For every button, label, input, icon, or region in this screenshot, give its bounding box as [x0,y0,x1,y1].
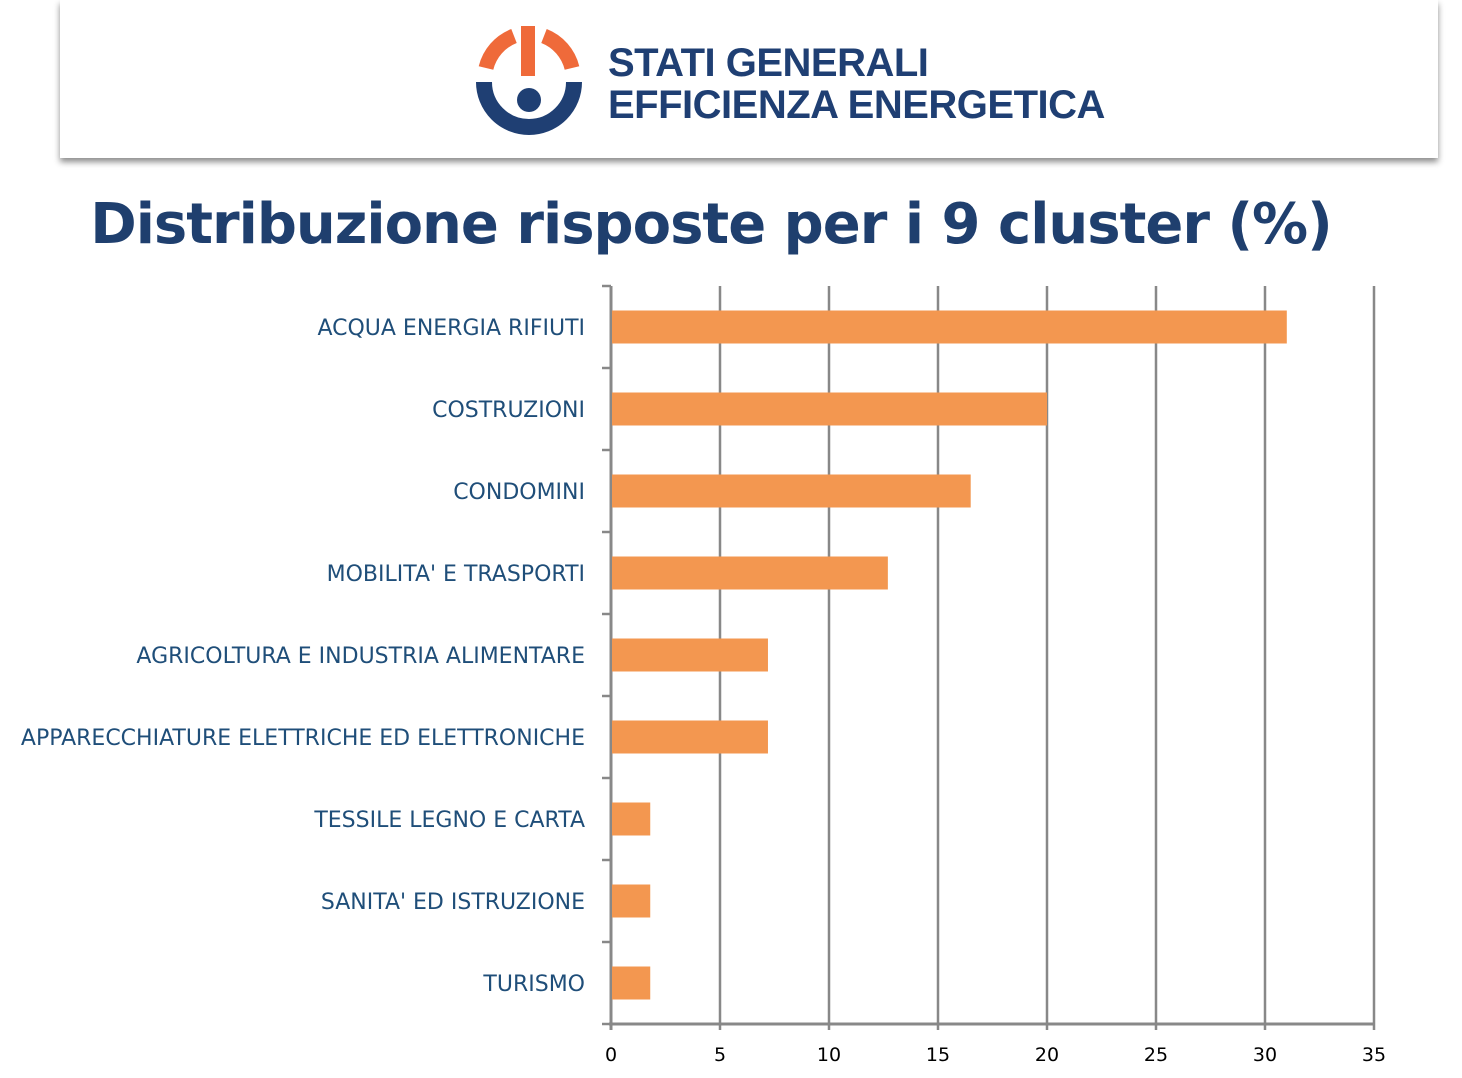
category-label: MOBILITA' E TRASPORTI [327,562,585,587]
bar [612,392,1047,426]
category-label: TURISMO [482,972,585,997]
header-banner: STATI GENERALI EFFICIENZA ENERGETICA [60,0,1438,158]
chart-title: Distribuzione risposte per i 9 cluster (… [90,192,1333,257]
x-tick-label: 5 [714,1044,726,1066]
x-tick-label: 20 [1035,1044,1059,1066]
brand-name: STATI GENERALI EFFICIENZA ENERGETICA [608,42,1105,126]
bar [612,802,651,836]
category-label: COSTRUZIONI [432,398,585,423]
bar [612,966,651,1000]
bar [612,556,888,590]
x-tick-label: 10 [817,1044,841,1066]
x-tick-label: 0 [605,1044,617,1066]
category-label: SANITA' ED ISTRUZIONE [321,890,585,915]
category-label: AGRICOLTURA E INDUSTRIA ALIMENTARE [136,644,585,669]
bar [612,638,768,672]
category-label: ACQUA ENERGIA RIFIUTI [317,316,585,341]
bar [612,720,768,754]
bar [612,884,651,918]
brand-line2: EFFICIENZA ENERGETICA [608,83,1105,127]
category-label: CONDOMINI [453,480,585,505]
logo-icon [476,26,582,135]
bar [612,310,1287,344]
category-label: TESSILE LEGNO E CARTA [313,808,585,833]
x-tick-label: 15 [926,1044,950,1066]
bar [612,474,971,508]
x-tick-label: 30 [1253,1044,1277,1066]
x-tick-label: 25 [1144,1044,1168,1066]
x-tick-label: 35 [1362,1044,1386,1066]
brand-line1: STATI GENERALI [608,41,929,85]
category-label: APPARECCHIATURE ELETTRICHE ED ELETTRONIC… [21,726,585,751]
